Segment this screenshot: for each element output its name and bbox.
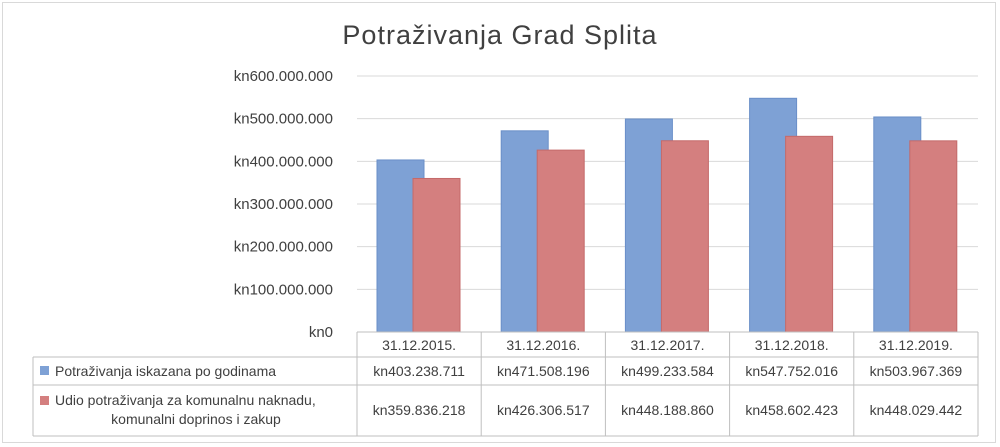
- y-tick-label: kn200.000.000: [234, 239, 333, 256]
- bar-series-2: [909, 140, 958, 333]
- data-label-series-2: kn448.029.442: [870, 402, 963, 418]
- legend-swatch-series-2: [40, 396, 49, 405]
- data-label-series-2: kn426.306.517: [497, 402, 590, 418]
- bar-series-2: [785, 135, 834, 333]
- data-label-series-1: kn503.967.369: [870, 363, 963, 379]
- legend-label-series-2: Udio potraživanja za komunalnu naknadu,: [55, 392, 316, 408]
- legend-swatch-series-1: [40, 366, 49, 375]
- category-label: 31.12.2016.: [506, 337, 580, 353]
- data-label-series-2: kn458.602.423: [745, 402, 838, 418]
- bar-series-2: [412, 177, 461, 333]
- category-label: 31.12.2018.: [755, 337, 829, 353]
- bar-series-2: [536, 149, 585, 333]
- data-label-series-1: kn499.233.584: [621, 363, 714, 379]
- category-label: 31.12.2019.: [879, 337, 953, 353]
- legend-label-series-1: Potraživanja iskazana po godinama: [55, 363, 276, 379]
- category-label: 31.12.2017.: [631, 337, 705, 353]
- chart-title: Potraživanja Grad Splita: [342, 20, 658, 50]
- y-tick-label: kn400.000.000: [234, 153, 333, 170]
- y-tick-label: kn100.000.000: [234, 281, 333, 298]
- y-tick-label: kn600.000.000: [234, 68, 333, 85]
- y-tick-label: kn300.000.000: [234, 196, 333, 213]
- legend-label-series-2: komunalni doprinos i zakup: [111, 411, 281, 427]
- y-tick-label: kn500.000.000: [234, 111, 333, 128]
- y-tick-label: kn0: [309, 324, 333, 341]
- data-label-series-1: kn471.508.196: [497, 363, 590, 379]
- data-label-series-1: kn403.238.711: [373, 363, 465, 379]
- data-label-series-2: kn359.836.218: [373, 402, 466, 418]
- data-label-series-1: kn547.752.016: [745, 363, 838, 379]
- bar-series-2: [660, 140, 709, 333]
- data-label-series-2: kn448.188.860: [621, 402, 714, 418]
- category-label: 31.12.2015.: [382, 337, 456, 353]
